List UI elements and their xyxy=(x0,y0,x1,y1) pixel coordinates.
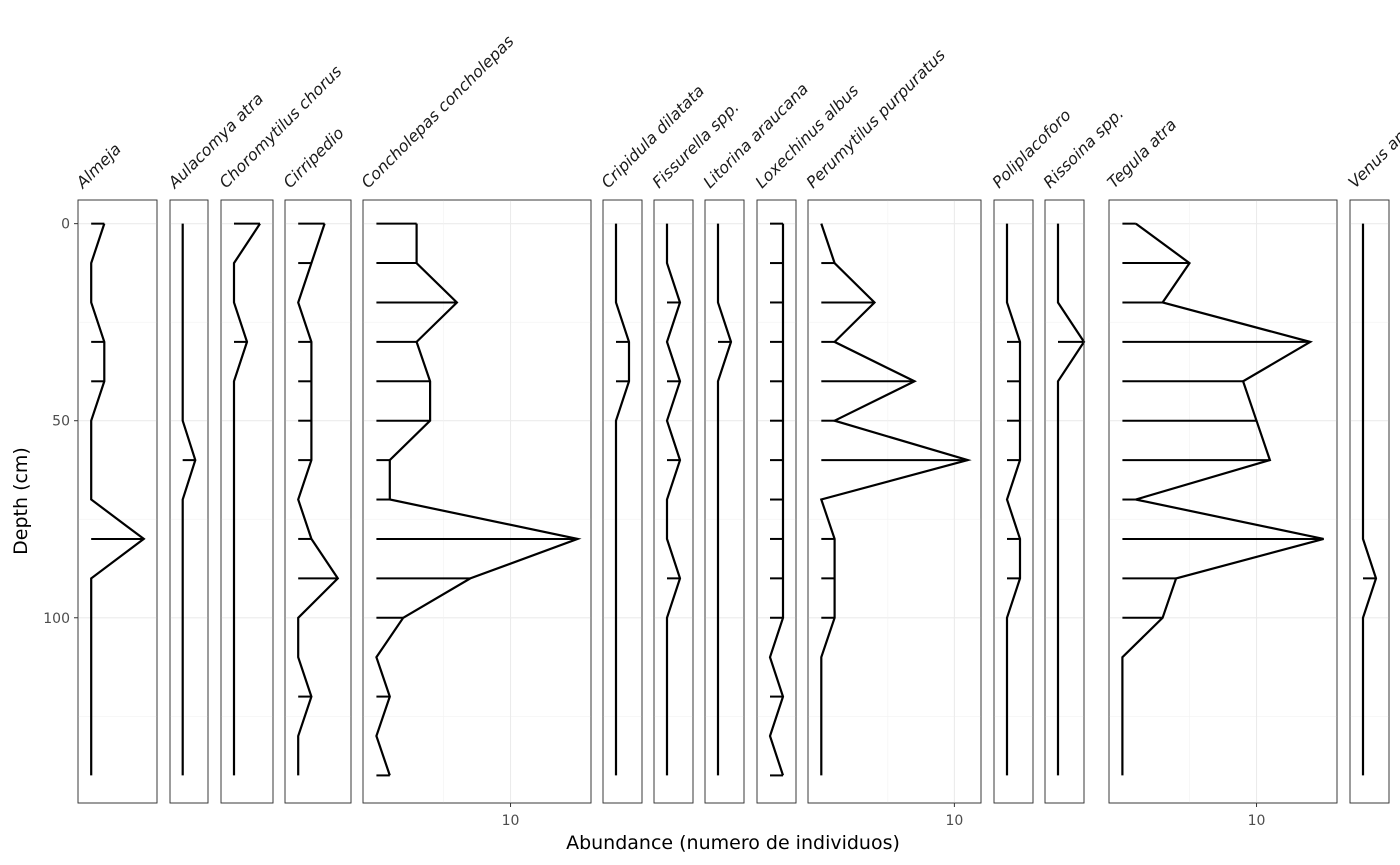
panel-border xyxy=(704,199,745,804)
panel-border xyxy=(993,199,1034,804)
y-axis-title: Depth (cm) xyxy=(10,447,32,555)
series-line xyxy=(90,223,146,776)
panel-border xyxy=(602,199,643,804)
panel-frame xyxy=(220,199,274,804)
panel-frame xyxy=(1044,199,1085,804)
panel-fissurella-spp: Fissurella spp. xyxy=(648,97,743,804)
series-line xyxy=(768,223,785,776)
series-line xyxy=(1121,222,1324,776)
panel-border xyxy=(653,199,694,804)
panel-border xyxy=(362,199,592,804)
x-axis-title: Abundance (numero de individuos) xyxy=(566,832,900,854)
panel-border xyxy=(169,199,209,804)
panel-border xyxy=(220,199,274,804)
series-line xyxy=(716,223,733,776)
panel-border xyxy=(1044,199,1085,804)
panel-frame xyxy=(993,199,1034,804)
series-line xyxy=(181,223,197,776)
panel-almeja: Almeja xyxy=(72,139,158,804)
panel-border xyxy=(807,199,982,804)
series-line xyxy=(1056,223,1086,776)
series-line xyxy=(819,223,972,776)
taxon-label: Venus antiqua xyxy=(1344,98,1400,192)
series-line xyxy=(1005,223,1022,776)
panel-frame xyxy=(77,199,158,804)
panel-venus-antiqua: Venus antiqua xyxy=(1344,98,1400,804)
panel-frame xyxy=(1349,199,1390,804)
panel-cirripedio: Cirripedio xyxy=(279,123,352,804)
x-tick-label: 10 xyxy=(945,813,963,829)
taxon-label: Fissurella spp. xyxy=(648,97,742,191)
panel-frame xyxy=(284,199,352,804)
series-line xyxy=(375,223,582,776)
panel-border xyxy=(1108,199,1338,804)
y-tick-label: 50 xyxy=(52,414,70,430)
taxon-label: Almeja xyxy=(72,139,125,192)
taxon-label: Cirripedio xyxy=(279,123,347,191)
x-tick-label: 10 xyxy=(1248,813,1266,829)
panel-frame xyxy=(653,199,694,804)
taxon-label: Concholepas concholepas xyxy=(357,32,517,192)
x-tick-label: 10 xyxy=(502,813,520,829)
y-axis: 0 50 100 xyxy=(43,217,78,627)
panel-border xyxy=(756,199,797,804)
panel-frame xyxy=(602,199,643,804)
panel-concholepas-concholepas: 10 Concholepas concholepas xyxy=(357,32,592,829)
y-tick-label: 0 xyxy=(61,217,70,233)
y-tick-label: 100 xyxy=(43,611,70,627)
panel-frame xyxy=(169,199,209,804)
panel-border xyxy=(1349,199,1390,804)
series-line xyxy=(232,222,261,776)
series-line xyxy=(1361,223,1378,776)
panel-frame xyxy=(756,199,797,804)
series-line xyxy=(665,223,682,776)
panel-frame xyxy=(704,199,745,804)
series-line xyxy=(297,223,340,776)
panel-frame xyxy=(807,199,982,804)
panel-border xyxy=(77,199,158,804)
series-line xyxy=(614,223,631,776)
panel-border xyxy=(284,199,352,804)
